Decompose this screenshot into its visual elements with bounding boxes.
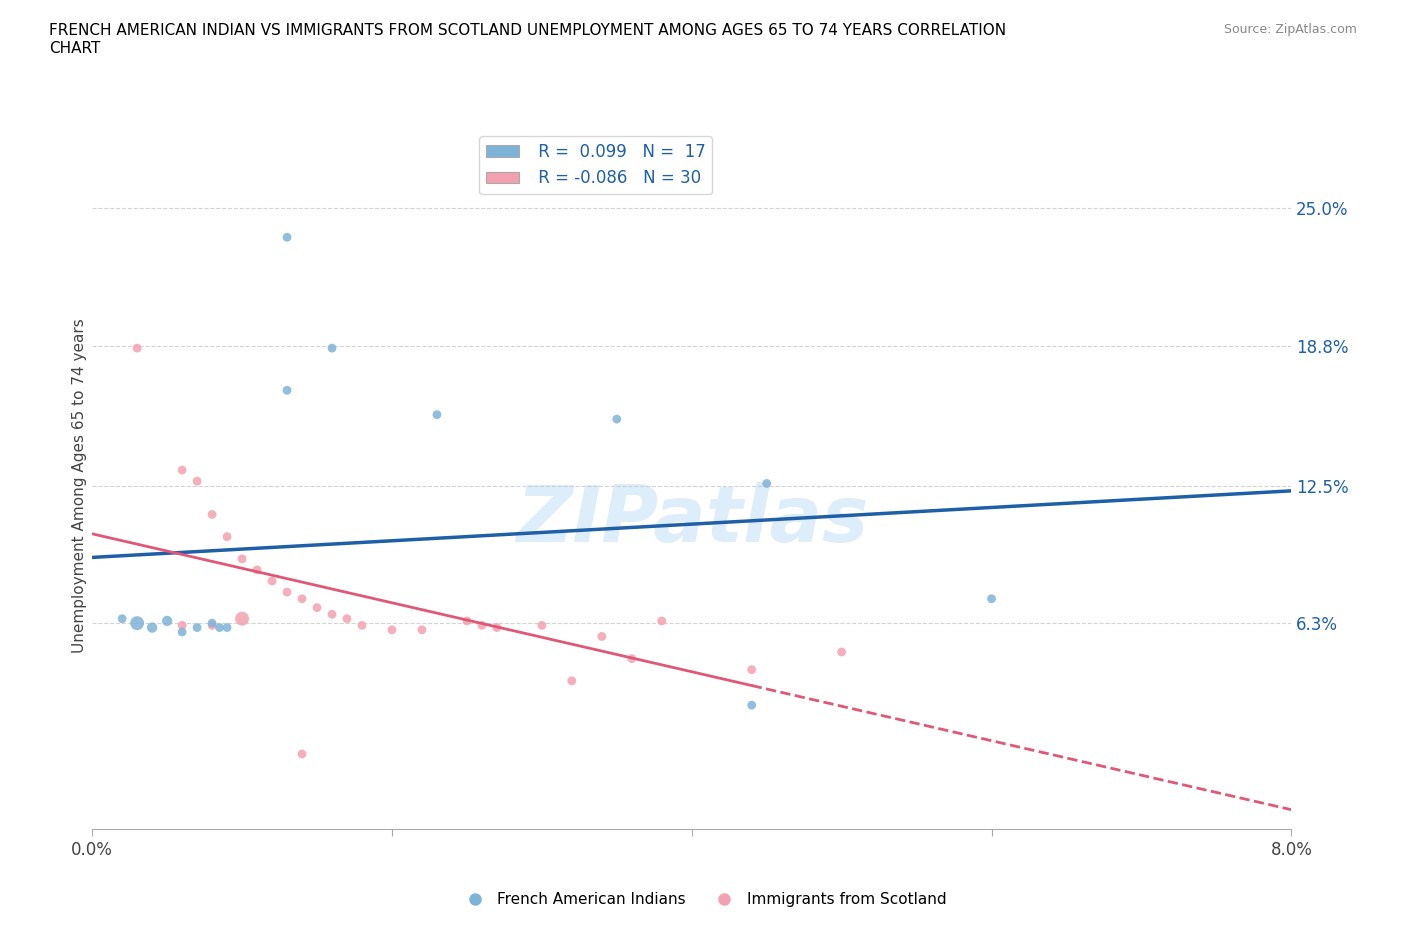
Point bbox=[456, 614, 478, 629]
Point bbox=[321, 607, 343, 622]
Point bbox=[606, 412, 628, 427]
Point bbox=[217, 529, 239, 544]
Point bbox=[276, 383, 298, 398]
Point bbox=[127, 616, 149, 631]
Point bbox=[336, 611, 359, 626]
Point bbox=[172, 463, 194, 478]
Point bbox=[201, 618, 224, 632]
Y-axis label: Unemployment Among Ages 65 to 74 years: Unemployment Among Ages 65 to 74 years bbox=[72, 318, 87, 653]
Point bbox=[186, 620, 208, 635]
Point bbox=[426, 407, 449, 422]
Point bbox=[471, 618, 494, 632]
Point bbox=[291, 591, 314, 606]
Text: FRENCH AMERICAN INDIAN VS IMMIGRANTS FROM SCOTLAND UNEMPLOYMENT AMONG AGES 65 TO: FRENCH AMERICAN INDIAN VS IMMIGRANTS FRO… bbox=[49, 23, 1007, 56]
Point bbox=[111, 611, 134, 626]
Point bbox=[231, 551, 253, 566]
Point bbox=[127, 340, 149, 355]
Point bbox=[411, 622, 433, 637]
Point bbox=[530, 618, 553, 632]
Point bbox=[291, 747, 314, 762]
Point bbox=[651, 614, 673, 629]
Point bbox=[381, 622, 404, 637]
Point bbox=[186, 473, 208, 488]
Point bbox=[246, 563, 269, 578]
Point bbox=[201, 616, 224, 631]
Point bbox=[201, 507, 224, 522]
Point bbox=[172, 625, 194, 640]
Point bbox=[741, 698, 763, 712]
Point bbox=[208, 620, 231, 635]
Point bbox=[231, 611, 253, 626]
Point bbox=[260, 574, 283, 589]
Point bbox=[276, 230, 298, 245]
Text: ZIPatlas: ZIPatlas bbox=[516, 482, 868, 558]
Point bbox=[305, 600, 328, 615]
Legend:  R =  0.099   N =  17,  R = -0.086   N = 30: R = 0.099 N = 17, R = -0.086 N = 30 bbox=[479, 137, 713, 194]
Point bbox=[156, 614, 179, 629]
Point bbox=[620, 651, 643, 666]
Point bbox=[755, 476, 778, 491]
Point bbox=[172, 618, 194, 632]
Point bbox=[980, 591, 1002, 606]
Point bbox=[276, 585, 298, 600]
Point bbox=[831, 644, 853, 659]
Point bbox=[561, 673, 583, 688]
Point bbox=[485, 620, 508, 635]
Point bbox=[591, 629, 613, 644]
Legend: French American Indians, Immigrants from Scotland: French American Indians, Immigrants from… bbox=[453, 886, 953, 913]
Point bbox=[321, 340, 343, 355]
Point bbox=[350, 618, 373, 632]
Point bbox=[741, 662, 763, 677]
Text: Source: ZipAtlas.com: Source: ZipAtlas.com bbox=[1223, 23, 1357, 36]
Point bbox=[141, 620, 163, 635]
Point bbox=[217, 620, 239, 635]
